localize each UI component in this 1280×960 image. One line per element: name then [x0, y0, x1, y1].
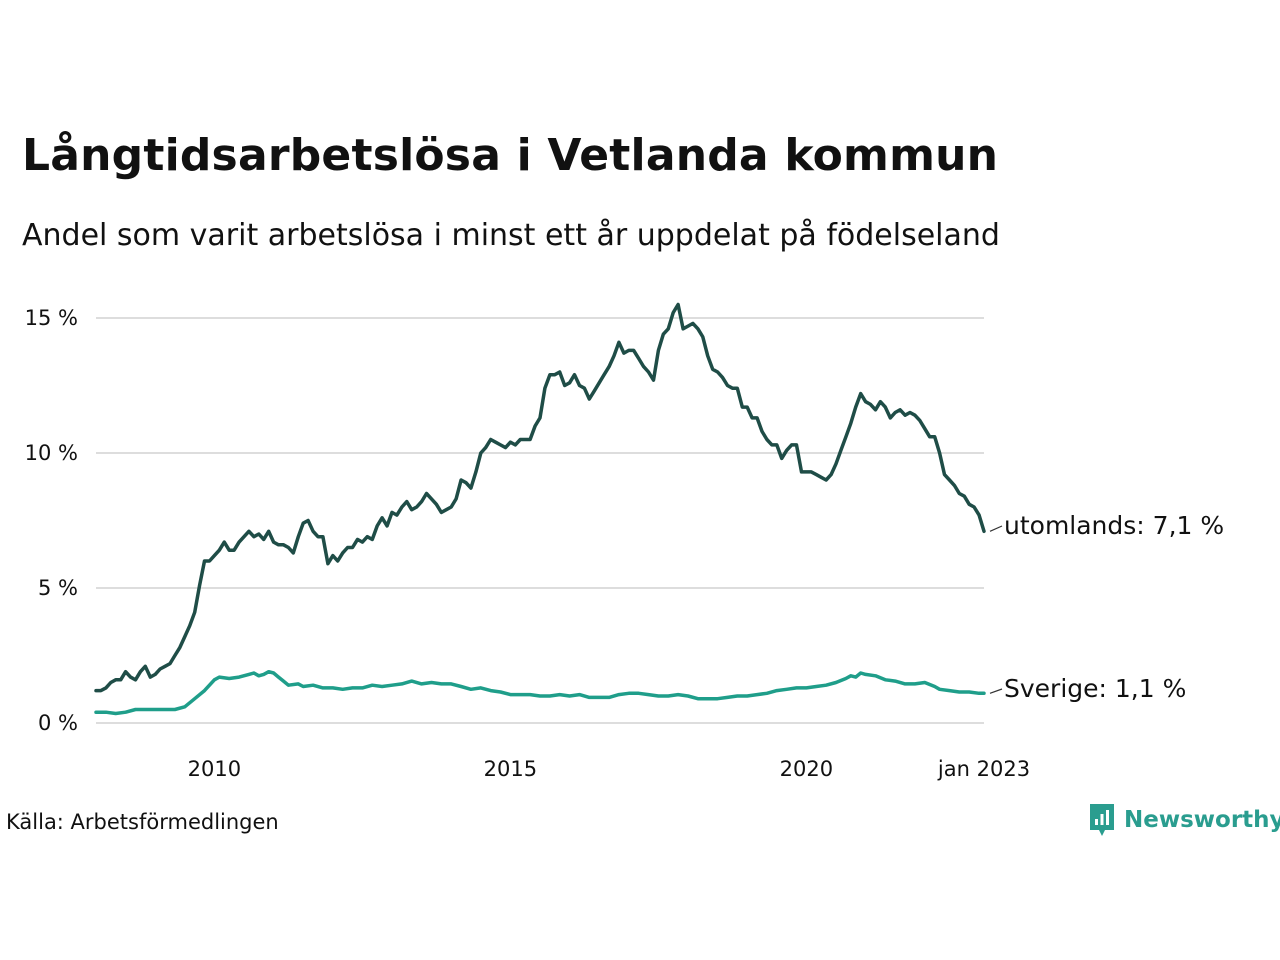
chart-title: Långtidsarbetslösa i Vetlanda kommun: [22, 130, 999, 181]
series-end-labels: utomlands: 7,1 % Sverige: 1,1 %: [989, 511, 1224, 703]
label-connector: [989, 688, 1003, 694]
x-axis-ticks: 2010 2015 2020 jan 2023: [188, 757, 1030, 781]
source-note: Källa: Arbetsförmedlingen: [6, 810, 279, 834]
y-tick-label: 15 %: [25, 306, 78, 330]
brand-logo: Newsworthy: [1088, 802, 1280, 838]
series-lines: [94, 302, 986, 716]
x-tick-label: 2010: [188, 757, 241, 781]
y-tick-label: 0 %: [38, 711, 78, 735]
series-end-label: utomlands: 7,1 %: [1004, 511, 1224, 540]
label-connector: [989, 525, 1003, 532]
series-line-sverige: [94, 669, 986, 716]
y-tick-label: 10 %: [25, 441, 78, 465]
newsworthy-logo-icon: [1090, 804, 1114, 836]
x-tick-label: 2020: [780, 757, 833, 781]
brand-name: Newsworthy: [1124, 807, 1280, 833]
gridlines: [96, 317, 984, 724]
y-tick-label: 5 %: [38, 576, 78, 600]
x-tick-label: 2015: [484, 757, 537, 781]
x-tick-label: jan 2023: [937, 757, 1030, 781]
series-end-label: Sverige: 1,1 %: [1004, 674, 1186, 703]
line-chart: 0 % 5 % 10 % 15 % 2010 2015 2020 jan 2023 utom…: [25, 302, 1224, 781]
series-line-utomlands: [94, 302, 986, 693]
chart-subtitle: Andel som varit arbetslösa i minst ett å…: [22, 218, 1000, 253]
y-axis-ticks: 0 % 5 % 10 % 15 %: [25, 306, 78, 735]
